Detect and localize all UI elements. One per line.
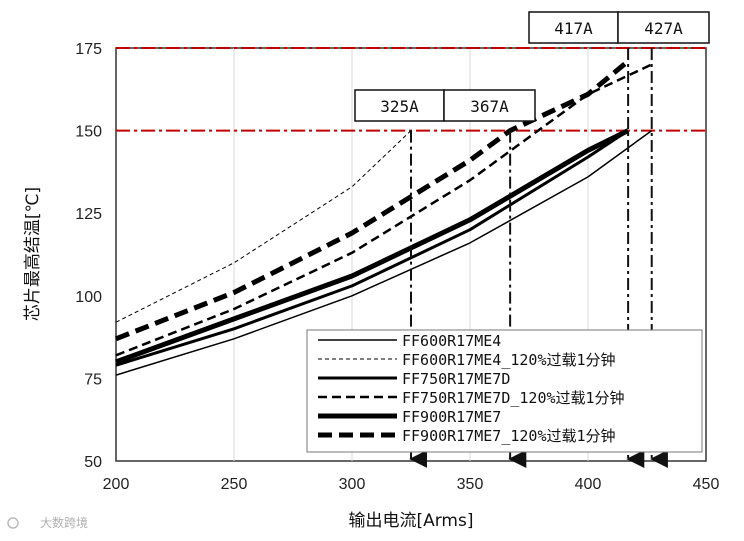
marker-label-417A: 417A (554, 19, 593, 38)
marker-box-367A (443, 89, 536, 122)
watermark-logo-icon (7, 517, 19, 529)
y-tick-label: 100 (75, 289, 102, 306)
legend-label-3: FF750R17ME7D (402, 370, 510, 388)
y-tick-label: 175 (75, 41, 102, 58)
legend: FF600R17ME4FF600R17ME4_120%过载1分钟FF750R17… (306, 329, 703, 453)
marker-label-427A: 427A (644, 19, 683, 38)
legend-label-5: FF900R17ME7 (402, 408, 501, 426)
marker-box-427A (617, 11, 710, 44)
marker-label-325A: 325A (380, 97, 419, 116)
y-tick-label: 125 (75, 206, 102, 223)
series-line-3 (115, 129, 629, 367)
marker-box-325A (354, 89, 445, 122)
legend-label-2: FF600R17ME4_120%过载1分钟 (402, 351, 616, 369)
watermark: 大数跨境 (7, 515, 88, 530)
x-tick-label: 300 (339, 476, 366, 493)
x-tick-label: 400 (575, 476, 602, 493)
x-axis-title: 输出电流[Arms] (348, 511, 473, 531)
x-tick-label: 200 (103, 476, 130, 493)
x-tick-label: 450 (693, 476, 720, 493)
x-tick-label: 350 (457, 476, 484, 493)
legend-box (306, 329, 703, 453)
y-tick-label: 50 (84, 454, 102, 471)
y-axis-title: 芯片最高结温[℃] (23, 187, 43, 321)
x-tick-label: 250 (221, 476, 248, 493)
legend-label-1: FF600R17ME4 (402, 332, 501, 350)
legend-label-6: FF900R17ME7_120%过载1分钟 (402, 427, 616, 445)
series-line-6 (115, 59, 630, 342)
current-markers: 325A 367A 417A 427A (354, 11, 710, 468)
legend-label-4: FF750R17ME7D_120%过载1分钟 (402, 389, 625, 407)
series-line-2 (115, 130, 412, 323)
axis-ticks: 200 250 300 350 400 450 50 75 100 125 150 175 (75, 41, 719, 493)
y-tick-label: 150 (75, 124, 102, 141)
watermark-text: 大数跨境 (40, 515, 88, 530)
marker-box-417A (528, 11, 619, 44)
marker-label-367A: 367A (470, 97, 509, 116)
y-tick-label: 75 (84, 371, 102, 388)
